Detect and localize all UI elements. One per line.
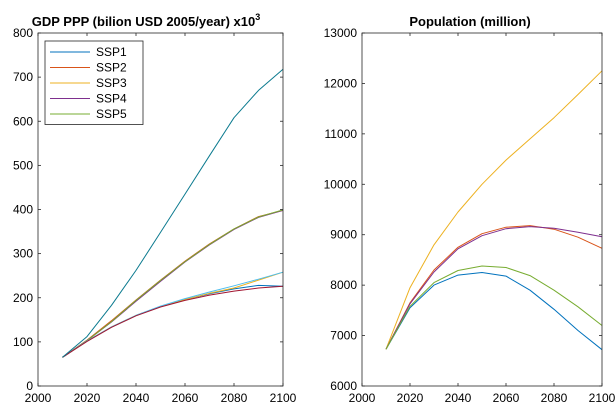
gdp-x-tick-label: 2060 bbox=[172, 391, 199, 405]
gdp-y-tick-label: 200 bbox=[13, 291, 33, 305]
population-series-ssp4-line bbox=[385, 226, 603, 350]
population-chart: Population (million) 2000 2020 2040 2060 208… bbox=[324, 14, 616, 405]
population-y-tick-label: 6000 bbox=[330, 379, 357, 393]
population-y-tick-label: 9000 bbox=[330, 228, 357, 242]
population-series-ssp2-line bbox=[385, 225, 603, 350]
population-series-ssp1-line bbox=[385, 272, 603, 351]
gdp-legend-label-ssp2: SSP2 bbox=[96, 61, 127, 75]
population-series-ssp5-line bbox=[385, 265, 603, 350]
gdp-y-tick-label: 400 bbox=[13, 203, 33, 217]
population-x-tick-label: 2060 bbox=[493, 391, 520, 405]
population-chart-title: Population (million) bbox=[409, 14, 530, 29]
population-x-tick-label: 2020 bbox=[397, 391, 424, 405]
population-plot-area bbox=[362, 33, 602, 386]
gdp-x-tick-label: 2080 bbox=[221, 391, 248, 405]
population-series-group bbox=[385, 70, 603, 351]
gdp-y-tick-label: 0 bbox=[26, 379, 33, 393]
gdp-legend-label-ssp5: SSP5 bbox=[96, 107, 127, 121]
population-y-tick-label: 13000 bbox=[324, 26, 358, 40]
gdp-x-tick-label: 2020 bbox=[74, 391, 101, 405]
gdp-legend-label-ssp4: SSP4 bbox=[96, 92, 127, 106]
gdp-series-group bbox=[62, 68, 284, 358]
population-y-tick-label: 7000 bbox=[330, 329, 357, 343]
gdp-chart-title-main: GDP PPP (bilion USD 2005/year) x10 bbox=[32, 14, 256, 29]
gdp-x-tick-label: 2000 bbox=[25, 391, 52, 405]
gdp-chart: GDP PPP (bilion USD 2005/year) x103 2000… bbox=[13, 12, 297, 405]
gdp-series-extra-7-line bbox=[62, 68, 284, 358]
gdp-x-tick-label: 2100 bbox=[270, 391, 297, 405]
gdp-chart-title-superscript: 3 bbox=[255, 12, 260, 22]
population-x-tick-label: 2000 bbox=[349, 391, 376, 405]
gdp-y-tick-label: 700 bbox=[13, 70, 33, 84]
gdp-y-tick-label: 600 bbox=[13, 114, 33, 128]
gdp-series-ssp5-line bbox=[62, 209, 284, 358]
gdp-legend-label-ssp3: SSP3 bbox=[96, 76, 127, 90]
gdp-series-extra-6-line bbox=[62, 285, 284, 358]
gdp-y-tick-label: 800 bbox=[13, 26, 33, 40]
population-x-tick-label: 2100 bbox=[589, 391, 616, 405]
population-series-ssp3-line bbox=[385, 70, 603, 350]
population-y-tick-label: 8000 bbox=[330, 278, 357, 292]
gdp-chart-title: GDP PPP (bilion USD 2005/year) x103 bbox=[32, 12, 261, 29]
population-axes-box bbox=[361, 32, 603, 387]
population-y-tick-label: 12000 bbox=[324, 76, 358, 90]
gdp-y-tick-label: 100 bbox=[13, 335, 33, 349]
population-y-tick-label: 11000 bbox=[325, 127, 358, 141]
population-x-tick-label: 2080 bbox=[541, 391, 568, 405]
gdp-legend-label-ssp1: SSP1 bbox=[96, 45, 127, 59]
gdp-y-tick-label: 500 bbox=[13, 158, 33, 172]
population-x-tick-label: 2040 bbox=[445, 391, 472, 405]
gdp-x-tick-label: 2040 bbox=[123, 391, 150, 405]
gdp-y-tick-label: 300 bbox=[13, 247, 33, 261]
population-y-tick-label: 10000 bbox=[324, 177, 358, 191]
